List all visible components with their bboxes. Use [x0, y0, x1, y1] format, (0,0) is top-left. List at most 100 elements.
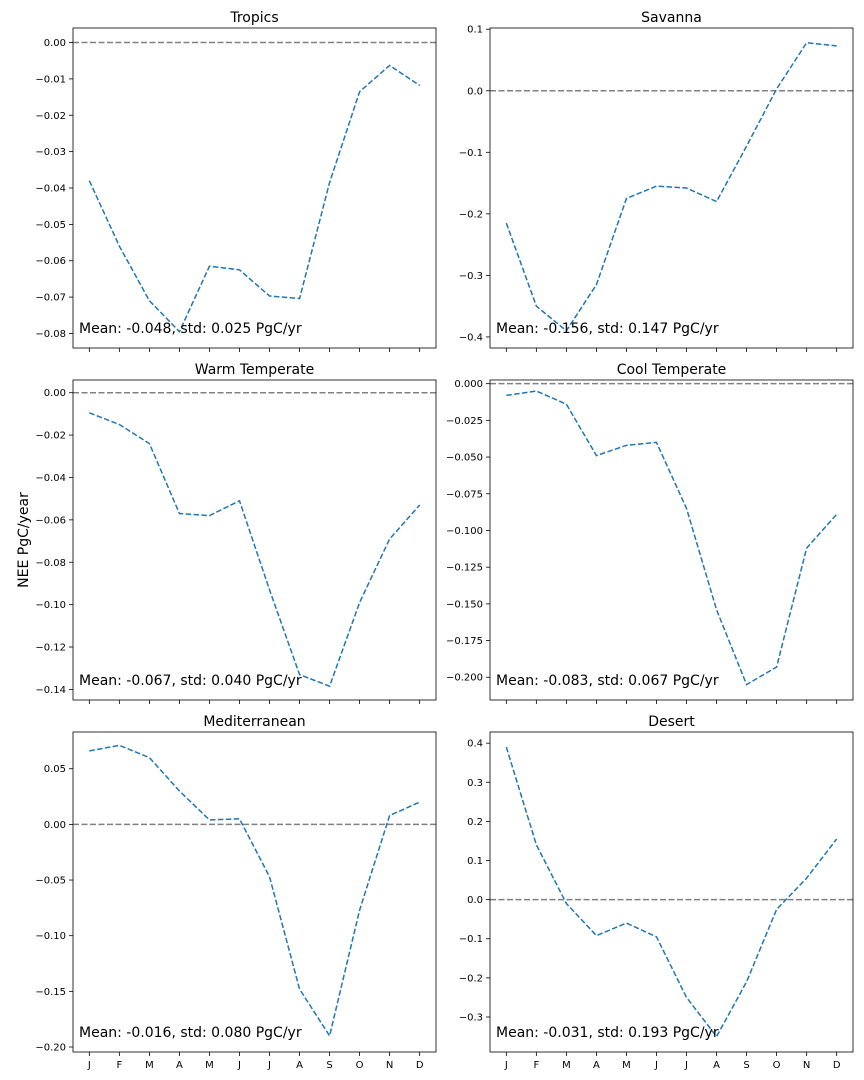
y-axis-label: NEE PgC/year — [16, 492, 32, 588]
subplot-title: Cool Temperate — [617, 362, 727, 378]
subplot-warm-temperate: Warm Temperate 0.00 −0.02 −0.04 −0.06 −0.08 −0… — [35, 362, 437, 704]
y-tick-label: 0.1 — [467, 856, 483, 867]
y-tick-label: −0.075 — [446, 489, 483, 500]
subplot-mediterranean: Mediterranean 0.05 0.00 −0.05 −0.10 −0.15 −0.2… — [35, 714, 437, 1071]
subplot-cool-temperate: Cool Temperate 0.000 −0.025 −0.050 −0.075 −0.… — [446, 362, 854, 704]
y-tick-label: −0.050 — [446, 453, 483, 464]
y-tick-label: −0.3 — [459, 1012, 483, 1023]
x-tick-label: A — [713, 1060, 720, 1071]
x-tick-label: M — [622, 1060, 631, 1071]
x-tick-label: J — [504, 1060, 508, 1071]
x-tick-label: J — [684, 1060, 688, 1071]
y-tick-label: −0.20 — [35, 1042, 66, 1053]
y-tick-label: 0.05 — [44, 764, 66, 775]
x-tick-label: S — [326, 1060, 332, 1071]
x-tick-label: O — [356, 1060, 364, 1071]
y-tick-label: −0.150 — [446, 599, 483, 610]
y-tick-label: 0.4 — [467, 739, 483, 750]
x-tick-label: D — [833, 1060, 841, 1071]
y-tick-label: −0.12 — [35, 643, 66, 654]
y-tick-label: −0.2 — [459, 209, 483, 220]
axes-frame — [72, 27, 437, 349]
x-tick-label: A — [593, 1060, 600, 1071]
y-tick-label: 0.00 — [44, 820, 66, 831]
subplot-title: Mediterranean — [203, 714, 305, 730]
axes-frame — [72, 379, 437, 701]
stats-annotation: Mean: -0.031, std: 0.193 PgC/yr — [496, 1025, 719, 1041]
y-tick-label: 0.3 — [467, 778, 483, 789]
x-tick-label: M — [205, 1060, 214, 1071]
x-tick-label: O — [773, 1060, 781, 1071]
subplot-title: Tropics — [229, 10, 278, 26]
y-tick-label: −0.10 — [35, 931, 66, 942]
x-tick-label: N — [386, 1060, 393, 1071]
y-tick-label: −0.200 — [446, 673, 483, 684]
y-tick-label: −0.05 — [35, 220, 66, 231]
subplot-tropics: Tropics 0.00 −0.01 −0.02 −0.03 −0.04 −0.05 −0.0… — [35, 10, 437, 352]
y-tick-label: −0.05 — [35, 876, 66, 887]
y-tick-label: −0.04 — [35, 473, 66, 484]
y-tick-label: −0.10 — [35, 600, 66, 611]
x-tick-label: J — [87, 1060, 91, 1071]
y-tick-label: −0.1 — [459, 934, 483, 945]
x-tick-label: J — [237, 1060, 241, 1071]
x-tick-label: M — [145, 1060, 154, 1071]
y-tick-label: −0.15 — [35, 987, 66, 998]
stats-annotation: Mean: -0.048, std: 0.025 PgC/yr — [79, 321, 302, 337]
y-tick-label: 0.00 — [44, 388, 66, 399]
y-tick-label: 0.00 — [44, 38, 66, 49]
y-tick-label: −0.02 — [35, 111, 66, 122]
y-tick-label: −0.3 — [459, 271, 483, 282]
x-tick-label: J — [654, 1060, 658, 1071]
y-tick-label: −0.02 — [35, 431, 66, 442]
y-tick-label: −0.06 — [35, 515, 66, 526]
x-tick-label: A — [296, 1060, 303, 1071]
subplots: Tropics 0.00 −0.01 −0.02 −0.03 −0.04 −0.05 −0.0… — [35, 10, 854, 1071]
x-tick-label: N — [803, 1060, 810, 1071]
y-tick-label: −0.1 — [459, 148, 483, 159]
series-line — [505, 746, 838, 1038]
x-tick-label: S — [743, 1060, 749, 1071]
y-tick-label: −0.125 — [446, 563, 483, 574]
subplot-desert: Desert 0.4 0.3 0.2 0.1 0.0 −0.1 −0.2 −0.3 J F M A M J J… — [459, 714, 854, 1071]
y-tick-label: −0.03 — [35, 147, 66, 158]
stats-annotation: Mean: -0.156, std: 0.147 PgC/yr — [496, 321, 719, 337]
series-line — [89, 412, 421, 688]
y-tick-label: 0.000 — [454, 379, 483, 390]
x-tick-label: A — [176, 1060, 183, 1071]
y-tick-label: −0.06 — [35, 256, 66, 267]
stats-annotation: Mean: -0.016, std: 0.080 PgC/yr — [79, 1025, 302, 1041]
stats-annotation: Mean: -0.083, std: 0.067 PgC/yr — [496, 673, 719, 689]
axes-frame — [489, 27, 854, 349]
series-line — [506, 390, 838, 686]
y-tick-label: −0.2 — [459, 973, 483, 984]
x-tick-label: D — [416, 1060, 424, 1071]
axes-frame — [489, 379, 854, 701]
axes-frame — [489, 731, 854, 1053]
y-tick-label: 0.0 — [467, 895, 483, 906]
subplot-title: Savanna — [641, 10, 702, 26]
series-line — [505, 41, 837, 332]
y-tick-label: −0.175 — [446, 636, 483, 647]
axes-frame — [72, 731, 437, 1053]
y-tick-label: −0.4 — [459, 332, 483, 343]
y-tick-label: −0.14 — [35, 685, 66, 696]
x-tick-label: F — [116, 1060, 122, 1071]
y-tick-label: −0.100 — [446, 526, 483, 537]
x-tick-label: F — [533, 1060, 539, 1071]
subplot-title: Warm Temperate — [195, 362, 315, 378]
series-line — [88, 64, 421, 333]
x-tick-label: M — [562, 1060, 571, 1071]
subplot-savanna: Savanna 0.1 0.0 −0.1 −0.2 −0.3 −0.4 Mean: -0.15… — [459, 10, 854, 352]
x-tick-label: J — [267, 1060, 271, 1071]
stats-annotation: Mean: -0.067, std: 0.040 PgC/yr — [79, 673, 302, 689]
y-tick-label: −0.04 — [35, 184, 66, 195]
y-tick-label: −0.08 — [35, 329, 66, 340]
y-tick-label: 0.1 — [467, 25, 483, 36]
y-tick-label: 0.0 — [467, 86, 483, 97]
subplot-title: Desert — [648, 714, 695, 730]
series-line — [89, 744, 420, 1038]
y-tick-label: −0.07 — [35, 293, 66, 304]
y-tick-label: −0.08 — [35, 558, 66, 569]
